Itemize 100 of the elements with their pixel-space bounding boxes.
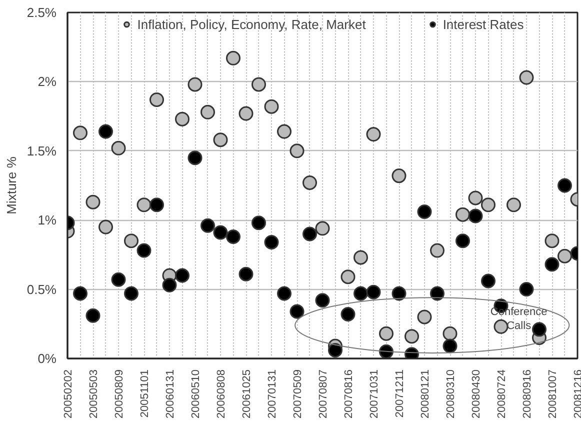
point <box>73 286 88 301</box>
x-tick-label: 20050202 <box>62 369 74 418</box>
point <box>302 226 317 242</box>
y-tick-label: 0% <box>38 351 57 366</box>
point <box>124 286 138 301</box>
y-tick-label: 2.5% <box>26 5 57 20</box>
x-tick-label: 20060131 <box>164 369 176 418</box>
x-tick-label: 20060808 <box>216 369 228 418</box>
point <box>442 338 458 354</box>
point <box>354 250 368 265</box>
point <box>252 216 266 230</box>
x-tick-label: 20060510 <box>190 369 202 418</box>
point <box>226 50 240 66</box>
point <box>417 204 432 220</box>
point <box>404 329 419 344</box>
point <box>136 198 152 212</box>
point <box>302 175 317 190</box>
x-tick-label: 20071211 <box>394 370 406 418</box>
point <box>73 126 88 140</box>
point <box>442 326 458 341</box>
point <box>558 178 572 193</box>
x-tick-label: 20051101 <box>139 370 151 418</box>
point <box>290 304 304 319</box>
x-tick-label: 20070816 <box>343 369 355 418</box>
point <box>392 286 406 301</box>
point <box>456 207 470 222</box>
point <box>98 124 113 139</box>
x-tick-label: 20080310 <box>445 369 457 418</box>
point <box>558 248 572 264</box>
point <box>226 229 240 244</box>
point <box>354 286 368 301</box>
point <box>379 344 394 358</box>
point <box>162 278 177 292</box>
point <box>111 140 126 156</box>
point <box>481 274 496 288</box>
point <box>379 326 394 341</box>
point <box>481 198 496 212</box>
point <box>150 92 164 107</box>
point <box>111 272 126 287</box>
legend-label: Interest Rates <box>442 16 524 32</box>
point <box>277 286 292 301</box>
point <box>200 104 215 120</box>
point <box>430 243 444 258</box>
point <box>238 106 254 121</box>
point <box>98 220 113 234</box>
point <box>366 127 381 142</box>
point <box>417 310 432 324</box>
point <box>315 221 330 236</box>
point <box>532 322 546 337</box>
point <box>290 144 304 158</box>
x-tick-label: 20070131 <box>266 369 278 418</box>
point <box>200 218 215 233</box>
point <box>238 266 254 282</box>
point <box>150 198 164 212</box>
point <box>175 112 190 126</box>
point <box>86 308 100 323</box>
x-tick-label: 20070807 <box>318 369 330 418</box>
point <box>430 286 444 301</box>
point <box>252 77 266 92</box>
point <box>456 234 470 248</box>
point <box>86 194 100 210</box>
x-tick-label: 20080916 <box>522 369 534 418</box>
point <box>468 208 483 224</box>
x-tick-label: 20061025 <box>241 369 253 418</box>
point <box>175 268 190 283</box>
point <box>328 342 342 358</box>
point <box>340 306 356 322</box>
y-tick-label: 2% <box>38 74 57 90</box>
y-tick-label: 1% <box>38 212 57 228</box>
legend-label: Inflation, Policy, Economy, Rate, Market <box>137 16 366 32</box>
x-tick-label: 20070509 <box>292 369 304 418</box>
point <box>366 284 381 300</box>
point <box>315 293 330 308</box>
point <box>277 124 292 139</box>
y-tick-label: 1.5% <box>26 143 57 158</box>
point <box>264 99 279 114</box>
x-tick-label: 20080724 <box>496 369 508 418</box>
point <box>506 198 521 212</box>
point <box>468 190 483 206</box>
point <box>264 235 279 250</box>
point <box>340 270 356 284</box>
x-tick-label: 20080121 <box>420 369 432 418</box>
point <box>136 243 152 258</box>
point <box>544 257 560 272</box>
y-axis-title: Mixture % <box>4 156 19 214</box>
point <box>124 234 138 248</box>
point <box>188 150 202 166</box>
x-tick-label: 20081007 <box>547 369 559 418</box>
x-tick-label: 20080430 <box>470 369 482 418</box>
point <box>213 132 228 148</box>
point <box>213 225 228 240</box>
point <box>188 77 202 92</box>
point <box>544 234 560 248</box>
y-tick-label: 0.5% <box>26 282 57 297</box>
point <box>392 168 406 184</box>
x-tick-label: 20050809 <box>114 369 126 418</box>
x-tick-label: 20050503 <box>88 369 100 418</box>
point <box>519 282 534 297</box>
point <box>519 70 534 85</box>
x-tick-label: 20071031 <box>368 369 380 418</box>
